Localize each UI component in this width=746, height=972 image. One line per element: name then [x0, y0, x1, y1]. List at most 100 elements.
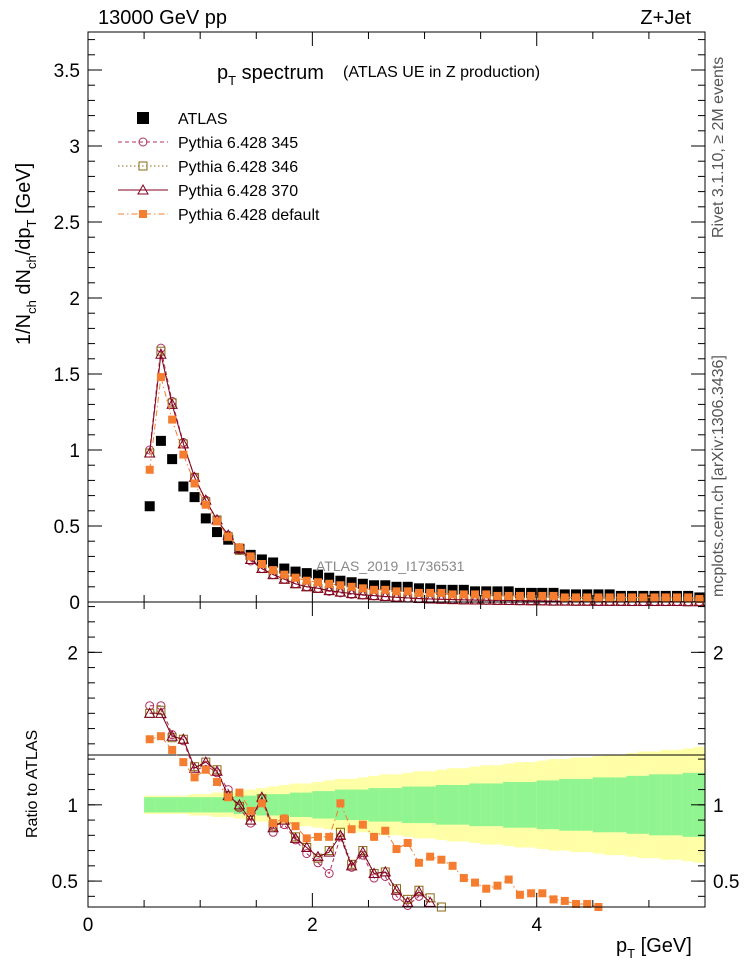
legend-entry: ATLAS — [137, 111, 228, 128]
ratio-axis-ticks: 0.5 0.5 1 1 2 2 0 2 4 — [52, 602, 739, 936]
main-data-point — [335, 575, 346, 586]
ratio-ytick-label-right: 2 — [713, 643, 724, 664]
ratio-band-stat — [525, 781, 538, 828]
ratio-band-stat — [413, 786, 426, 824]
main-ytick-label: 2 — [69, 289, 80, 310]
legend: ATLAS Pythia 6.428 345 Pythia 6.428 346 Pyt… — [118, 111, 320, 224]
ratio-data-point — [448, 861, 457, 870]
plot-title: pT spectrum — [217, 62, 324, 88]
ratio-band-stat — [323, 791, 336, 819]
ratio-data-point — [379, 865, 392, 877]
main-data-point — [369, 580, 380, 591]
legend-marker — [138, 161, 148, 171]
legend-entry: Pythia 6.428 346 — [118, 159, 298, 176]
ratio-band-stat — [592, 777, 605, 833]
xlabel-p: p — [616, 935, 627, 957]
ratio-data-point — [269, 819, 278, 828]
ratio-plot-panel: 0.5 0.5 1 1 2 2 0 2 4 Ratio to ATLAS pT [GeV] — [24, 601, 739, 961]
ratio-data-point — [188, 762, 201, 773]
ratio-data-point — [392, 845, 401, 854]
main-data-point — [290, 566, 301, 577]
main-data-point — [684, 593, 693, 602]
ratio-band-stat — [446, 785, 459, 825]
ratio-data-point — [302, 834, 311, 843]
ratio-data-point — [143, 707, 156, 718]
ratio-data-point — [493, 881, 502, 890]
main-data-point — [504, 591, 513, 600]
ratio-band-stat — [458, 785, 470, 825]
ratio-series-group — [143, 701, 603, 912]
ratio-data-point — [414, 858, 423, 867]
main-data-point — [560, 593, 569, 602]
main-data-point — [538, 591, 547, 600]
ratio-data-point — [177, 733, 190, 744]
ratio-data-point — [345, 859, 358, 871]
main-data-point — [178, 481, 189, 492]
main-data-point — [527, 591, 536, 600]
ratio-data-point — [403, 894, 413, 904]
ratio-band-stat — [200, 797, 212, 813]
ratio-data-point — [358, 820, 367, 829]
main-data-point — [379, 590, 392, 602]
ratio-band-stat — [503, 781, 515, 828]
main-data-point — [300, 580, 313, 592]
ratio-data-point — [471, 878, 480, 887]
main-data-point — [368, 589, 380, 601]
main-data-point — [650, 593, 659, 602]
main-data-point — [213, 517, 222, 526]
main-ytick-label: 1 — [69, 441, 80, 462]
ratio-data-point — [356, 846, 369, 857]
main-data-point — [380, 580, 391, 591]
main-data-point — [493, 591, 502, 600]
ratio-data-point — [424, 896, 437, 907]
ratio-data-point — [190, 773, 199, 782]
ratio-band-stat — [222, 797, 235, 813]
ratio-band-stat — [289, 792, 302, 818]
ratio-data-point — [244, 814, 257, 825]
main-data-point — [425, 583, 436, 594]
xtick-label: 4 — [531, 915, 542, 936]
side-label-mcplots: mcplots.cern.ch [arXiv:1306.3436] — [710, 355, 727, 597]
ratio-band-stat — [144, 797, 156, 813]
ratio-data-point — [155, 707, 167, 718]
ratio-band-stat — [379, 788, 392, 822]
main-data-point — [257, 560, 266, 568]
main-data-point — [256, 562, 268, 574]
main-data-point — [426, 588, 435, 597]
main-data-point — [291, 573, 300, 582]
ratio-data-point — [414, 891, 424, 901]
main-data-point — [469, 593, 481, 605]
ratio-band-stat — [660, 774, 672, 836]
xtick-label: 0 — [83, 915, 94, 936]
ratio-data-point — [302, 849, 312, 859]
main-data-point — [156, 373, 165, 382]
main-data-point — [402, 581, 413, 592]
main-data-point — [448, 590, 457, 599]
main-data-point — [190, 479, 199, 488]
main-data-point — [357, 578, 368, 589]
main-data-point — [168, 415, 177, 424]
ratio-band-stat — [491, 783, 504, 827]
main-series-group — [143, 343, 706, 607]
main-data-point — [446, 593, 459, 605]
main-data-point — [459, 590, 468, 599]
main-data-point — [269, 566, 278, 575]
ratio-ytick-label: 0.5 — [52, 872, 78, 893]
main-ylabel-text: 1/Nch dNch/dpT [GeV] — [13, 163, 39, 345]
ratio-band-stat — [155, 797, 168, 813]
main-data-point — [268, 557, 279, 568]
main-data-point — [549, 591, 558, 600]
main-data-point — [492, 586, 503, 597]
ratio-band-stat — [390, 788, 403, 822]
main-data-point — [661, 593, 670, 602]
ratio-data-point — [571, 899, 580, 908]
ratio-data-point — [560, 896, 569, 905]
ratio-data-point — [313, 832, 322, 841]
main-data-point — [695, 594, 704, 603]
legend-marker — [137, 183, 149, 195]
ratio-data-point — [233, 798, 246, 810]
main-data-point — [525, 594, 537, 606]
xlabel-rest: [GeV] — [635, 935, 692, 957]
ratio-band-stat — [402, 786, 414, 824]
ratio-data-point — [168, 745, 177, 754]
